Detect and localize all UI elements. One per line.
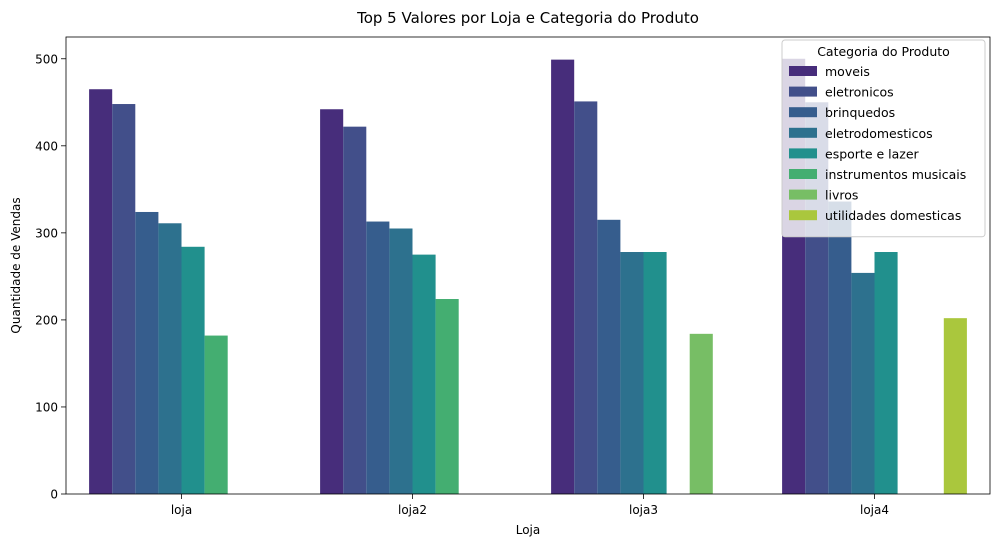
bar-eletrodomesticos-loja (158, 223, 182, 494)
legend-swatch (789, 169, 817, 179)
bar-eletrodomesticos-loja2 (389, 228, 413, 494)
chart-title: Top 5 Valores por Loja e Categoria do Pr… (356, 9, 699, 27)
y-tick-label: 400 (35, 139, 58, 153)
bar-eletrodomesticos-loja3 (620, 252, 644, 494)
legend-swatch (789, 148, 817, 159)
x-tick-label: loja3 (629, 503, 658, 517)
bar-eletronicos-loja (112, 104, 136, 494)
bar-brinquedos-loja2 (366, 221, 390, 495)
bar-moveis-loja2 (320, 109, 344, 494)
x-tick-label: loja2 (398, 503, 427, 517)
y-tick-label: 200 (35, 313, 58, 327)
y-tick-label: 0 (50, 488, 58, 502)
legend-box (781, 39, 986, 238)
bar-instrumentos-musicais-loja (204, 335, 228, 494)
bar-utilidades-domesticas-loja4 (943, 318, 967, 494)
bar-esporte-e-lazer-loja3 (643, 252, 667, 494)
legend-entry-label: eletrodomesticos (825, 126, 933, 141)
y-tick-label: 300 (35, 226, 58, 240)
legend-swatch (789, 66, 817, 76)
bar-moveis-loja3 (551, 59, 575, 494)
legend-swatch (789, 107, 817, 118)
legend-swatch (789, 86, 817, 97)
bar-livros-loja3 (689, 333, 713, 494)
plot-frame (65, 36, 991, 495)
legend-entry-label: eletronicos (825, 85, 894, 100)
y-tick-label: 100 (35, 400, 58, 414)
legend: Categoria do Produto moveis eletronicos bri… (781, 39, 986, 238)
bar-brinquedos-loja4 (828, 201, 852, 494)
legend-entry-label: brinquedos (825, 105, 895, 120)
bar-eletronicos-loja2 (343, 126, 367, 494)
bar-moveis-loja (89, 89, 113, 494)
legend-entry-label: livros (825, 188, 858, 203)
x-tick-label: loja (171, 503, 192, 517)
legend-swatch (789, 210, 817, 221)
bar-brinquedos-loja3 (597, 219, 621, 495)
bar-brinquedos-loja (135, 211, 159, 494)
bar-instrumentos-musicais-loja2 (435, 299, 459, 494)
legend-title: Categoria do Produto (817, 44, 950, 59)
bar-esporte-e-lazer-loja (181, 246, 205, 494)
y-tick-label: 500 (35, 52, 58, 66)
legend-entry-label: instrumentos musicais (825, 167, 966, 182)
bar-esporte-e-lazer-loja2 (412, 254, 436, 494)
bar-eletronicos-loja3 (574, 101, 598, 495)
legend-entry-label: esporte e lazer (825, 146, 920, 161)
legend-swatch (789, 127, 817, 138)
legend-swatch (789, 189, 817, 200)
x-tick-label: loja4 (860, 503, 889, 517)
legend-entry-label: moveis (825, 64, 870, 79)
y-axis-label: Quantidade de Vendas (9, 197, 23, 333)
legend-entry-label: utilidades domesticas (825, 208, 961, 223)
x-axis-label: Loja (516, 523, 541, 537)
bar-esporte-e-lazer-loja4 (874, 252, 898, 494)
axes-layer: 0 100 200 300 400 500 loja loja2 loja3 loja4 (35, 36, 991, 517)
bar-eletrodomesticos-loja4 (851, 272, 875, 494)
